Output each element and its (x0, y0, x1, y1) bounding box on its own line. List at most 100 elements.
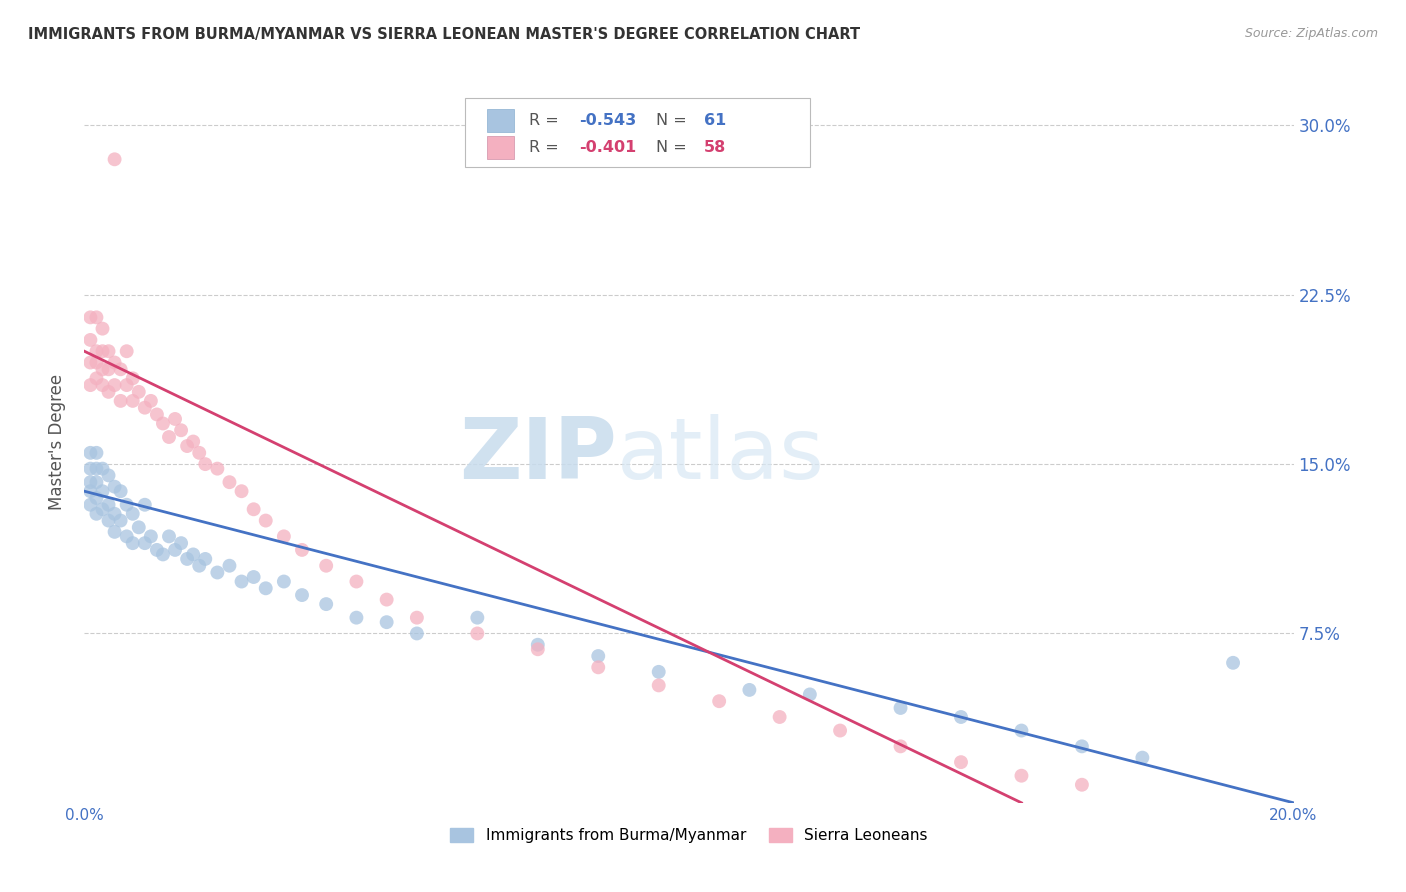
Point (79, 475, 101, 490)
Point (291, 542, 314, 557)
Point (254, 582, 277, 596)
Point (242, 502, 264, 516)
Point (86, 461, 108, 475)
Point (769, 710, 792, 724)
Point (110, 514, 132, 528)
Text: Source: ZipAtlas.com: Source: ZipAtlas.com (1244, 27, 1378, 40)
Text: ZIP: ZIP (458, 415, 616, 498)
Point (254, 514, 277, 528)
Point (121, 371, 143, 385)
Point (86, 371, 108, 385)
Point (79, 484, 101, 499)
Point (79, 355, 101, 369)
Text: atlas: atlas (616, 415, 824, 498)
Bar (486, 136, 515, 160)
Point (97, 384, 120, 399)
Point (273, 574, 295, 589)
Point (1011, 723, 1033, 738)
Point (97, 498, 120, 512)
Point (91, 362, 114, 376)
Point (1071, 778, 1094, 792)
Point (588, 660, 610, 674)
Point (146, 408, 169, 422)
Point (218, 558, 240, 573)
Point (86, 310, 108, 325)
Text: -0.401: -0.401 (579, 140, 637, 155)
Point (110, 362, 132, 376)
Point (86, 475, 108, 490)
Bar (465, 98, 810, 167)
Point (207, 566, 229, 580)
Point (194, 457, 217, 471)
Point (91, 484, 114, 499)
Point (104, 480, 127, 494)
Point (188, 446, 211, 460)
Point (315, 558, 337, 573)
Point (176, 552, 198, 566)
Point (170, 423, 193, 437)
Point (79, 461, 101, 475)
Point (890, 739, 912, 754)
Point (104, 153, 127, 167)
Point (134, 498, 156, 512)
Point (890, 701, 912, 715)
Point (231, 574, 253, 589)
Point (97, 344, 120, 359)
Point (170, 536, 193, 550)
Point (194, 552, 217, 566)
Point (97, 514, 120, 528)
Point (146, 542, 169, 557)
Point (104, 355, 127, 369)
Point (346, 574, 368, 589)
Point (86, 491, 108, 505)
Point (188, 558, 211, 573)
Point (110, 484, 132, 499)
Point (181, 434, 204, 449)
Point (110, 393, 132, 408)
Point (79, 310, 101, 325)
Point (91, 378, 114, 392)
Point (139, 529, 162, 543)
Text: IMMIGRANTS FROM BURMA/MYANMAR VS SIERRA LEONEAN MASTER'S DEGREE CORRELATION CHAR: IMMIGRANTS FROM BURMA/MYANMAR VS SIERRA … (28, 27, 860, 42)
Point (799, 687, 821, 701)
Text: -0.543: -0.543 (579, 112, 637, 128)
Point (1011, 769, 1033, 783)
Point (950, 710, 973, 724)
Point (134, 536, 156, 550)
Text: R =: R = (529, 140, 564, 155)
Point (950, 755, 973, 769)
Point (115, 498, 138, 512)
Point (121, 507, 143, 521)
Point (97, 362, 120, 376)
Point (1071, 739, 1094, 754)
Point (165, 412, 187, 426)
Point (97, 468, 120, 483)
Point (375, 592, 398, 607)
Point (128, 384, 150, 399)
Point (830, 723, 852, 738)
Point (738, 682, 761, 697)
Bar (486, 109, 515, 132)
Point (79, 333, 101, 347)
Point (152, 417, 174, 431)
Text: 61: 61 (704, 112, 725, 128)
Point (315, 597, 337, 611)
Point (165, 542, 187, 557)
Point (86, 355, 108, 369)
Point (91, 502, 114, 516)
Text: N =: N = (655, 140, 692, 155)
Point (104, 524, 127, 539)
Point (648, 665, 671, 679)
Point (176, 439, 198, 453)
Point (157, 529, 180, 543)
Point (134, 401, 156, 415)
Point (1222, 656, 1244, 670)
Point (86, 507, 108, 521)
Point (181, 548, 204, 562)
Point (346, 610, 368, 624)
Point (104, 378, 127, 392)
Point (467, 610, 489, 624)
Text: N =: N = (655, 112, 692, 128)
Point (467, 626, 489, 640)
Point (115, 378, 138, 392)
